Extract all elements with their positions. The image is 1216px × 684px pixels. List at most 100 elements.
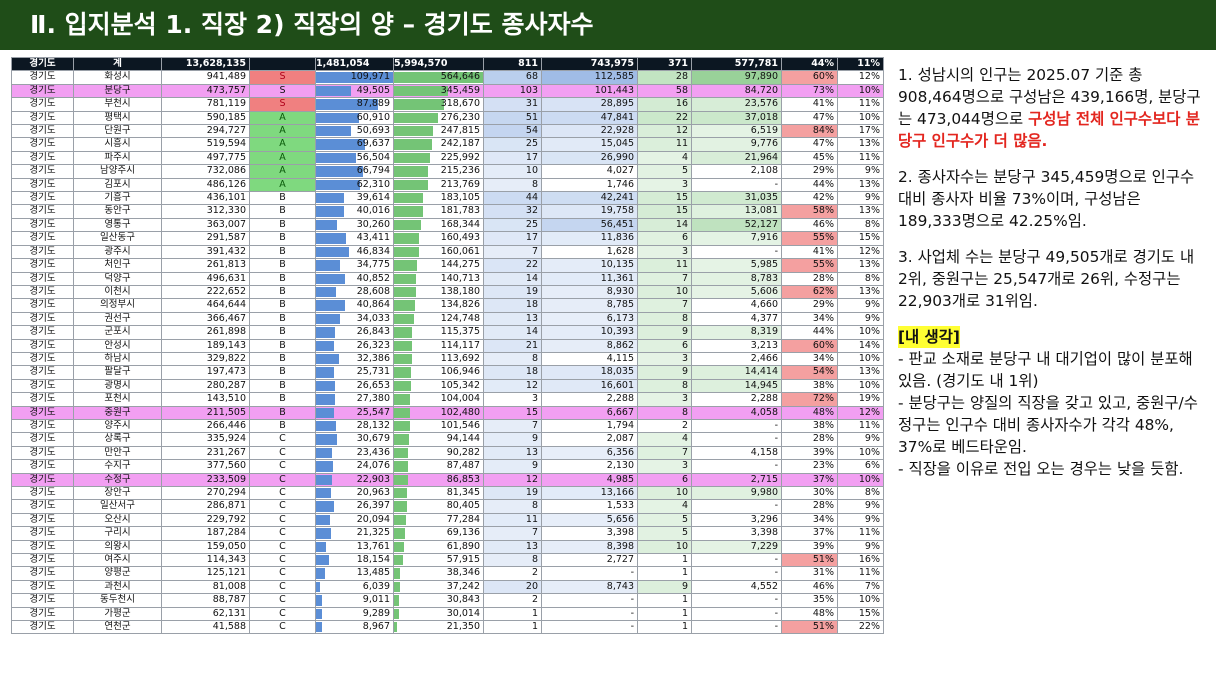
large-firm-employees-cell: 1,628 [541,244,638,260]
employee-data-bar [394,179,428,191]
province-cell: 경기도 [11,351,74,367]
employee-ratio-cell: 45% [781,150,838,166]
large-firm-count-cell: 13 [483,539,542,555]
population-cell: 366,467 [161,311,250,327]
employee-data-bar [394,407,411,418]
province-cell: 경기도 [11,110,74,126]
table-row: 경기도 시흥시 519,594 A 69,637 242,187 25 15,045 11 9,7… [11,137,884,152]
province-cell: 경기도 [11,472,74,488]
business-count-cell: 87,889 [315,97,394,112]
mid-firm-count-cell: 14 [637,217,692,233]
region-name-cell: 양평군 [73,566,162,581]
region-name-cell: 덕양구 [73,271,162,286]
tier-cell: B [249,325,316,340]
mid-firm-count-cell: 6 [637,231,692,246]
mid-firm-employees-cell: - [691,418,782,434]
business-count-cell: 13,761 [315,539,394,555]
large-firm-employees-cell: 101,443 [541,83,638,99]
table-row: 경기도 장안구 270,294 C 20,963 81,345 19 13,166 10 9,98… [11,485,884,501]
employee-count-cell-value: 81,345 [446,487,480,498]
mid-firm-employees-cell: 13,081 [691,204,782,219]
share-cell: 9% [837,512,884,528]
employee-ratio-cell: 23% [781,459,838,474]
tier-cell: C [249,472,316,488]
share-cell: 6% [837,459,884,474]
large-firm-employees-cell: 56,451 [541,217,638,233]
business-count-cell-value: 25,547 [356,406,390,418]
business-count-cell: 21,325 [315,526,394,541]
employee-count-cell-value: 57,915 [446,554,480,566]
employee-ratio-cell: 44% [781,56,838,72]
province-cell: 경기도 [11,526,74,541]
region-name-cell: 가평군 [73,606,162,622]
employee-ratio-cell: 60% [781,338,838,353]
region-name-cell: 권선구 [73,311,162,327]
large-firm-count-cell: 12 [483,472,542,488]
region-name-cell: 동두천시 [73,593,162,608]
large-firm-count-cell: 17 [483,150,542,166]
business-data-bar [316,85,351,97]
large-firm-employees-cell: 8,930 [541,284,638,300]
tier-cell [249,56,316,72]
employee-data-bar [394,595,399,606]
table-row: 경기도 양평군 125,121 C 13,485 38,346 2-1-31% 11% [11,566,884,581]
large-firm-employees-cell: 743,975 [541,56,638,72]
share-cell: 8% [837,271,884,286]
business-data-bar [316,313,340,325]
business-count-cell: 23,436 [315,445,394,461]
mid-firm-count-cell: 1 [637,566,692,581]
table-row: 경기도 파주시 497,775 A 56,504 225,992 17 26,990 4 21,9… [11,150,884,166]
table-row: 경기도 구리시 187,284 C 21,325 69,136 7 3,398 5 3,398 37… [11,526,884,541]
business-data-bar [316,166,363,177]
business-count-cell-value: 50,693 [356,125,390,137]
employee-count-cell: 183,105 [393,191,484,206]
business-data-bar [316,394,336,405]
table-row: 경기도 수지구 377,560 C 24,076 87,487 9 2,130 3-23% 6% [11,459,884,474]
mid-firm-employees-cell: 3,398 [691,526,782,541]
employee-ratio-cell: 37% [781,526,838,541]
mid-firm-employees-cell: 37,018 [691,110,782,126]
employee-data-bar [394,367,411,378]
employee-ratio-cell: 44% [781,177,838,193]
mid-firm-count-cell: 371 [637,56,692,72]
region-name-cell: 중원구 [73,405,162,420]
share-cell: 9% [837,539,884,555]
employee-count-cell-value: 61,890 [446,540,480,552]
large-firm-count-cell: 13 [483,311,542,327]
region-name-cell: 남양주시 [73,164,162,179]
employee-count-cell: 21,350 [393,620,484,635]
table-row: 경기도 광주시 391,432 B 46,834 160,061 7 1,628 3-41% 12… [11,244,884,260]
province-cell: 경기도 [11,83,74,99]
business-count-cell: 34,775 [315,258,394,273]
share-cell: 10% [837,593,884,608]
business-data-bar [316,528,331,539]
province-cell: 경기도 [11,325,74,340]
mid-firm-employees-cell: 3,213 [691,338,782,353]
region-name-cell: 분당구 [73,83,162,99]
table-row: 경기도 광명시 280,287 B 26,653 105,342 12 16,601 8 14,9… [11,378,884,394]
mid-firm-employees-cell: - [691,566,782,581]
business-count-cell: 8,967 [315,620,394,635]
business-count-cell: 24,076 [315,459,394,474]
employee-count-cell: 30,843 [393,593,484,608]
employee-count-cell-value: 183,105 [440,192,480,204]
region-name-cell: 과천시 [73,579,162,595]
employee-data-bar [394,581,400,593]
large-firm-count-cell: 14 [483,325,542,340]
mid-firm-count-cell: 5 [637,164,692,179]
business-count-cell-value: 20,094 [356,513,390,525]
business-count-cell: 20,963 [315,485,394,501]
population-cell: 81,008 [161,579,250,595]
mid-firm-count-cell: 4 [637,150,692,166]
employee-data-bar [394,353,412,365]
large-firm-employees-cell: 1,794 [541,418,638,434]
province-cell: 경기도 [11,271,74,286]
employee-ratio-cell: 72% [781,392,838,407]
employee-ratio-cell: 73% [781,83,838,99]
mid-firm-employees-cell: 4,158 [691,445,782,461]
employee-data-bar [394,152,430,164]
table-row: 경기도 남양주시 732,086 A 66,794 215,236 10 4,027 5 2,10… [11,164,884,179]
employee-count-cell-value: 160,493 [440,232,480,244]
share-cell: 13% [837,137,884,152]
share-cell: 11% [837,566,884,581]
